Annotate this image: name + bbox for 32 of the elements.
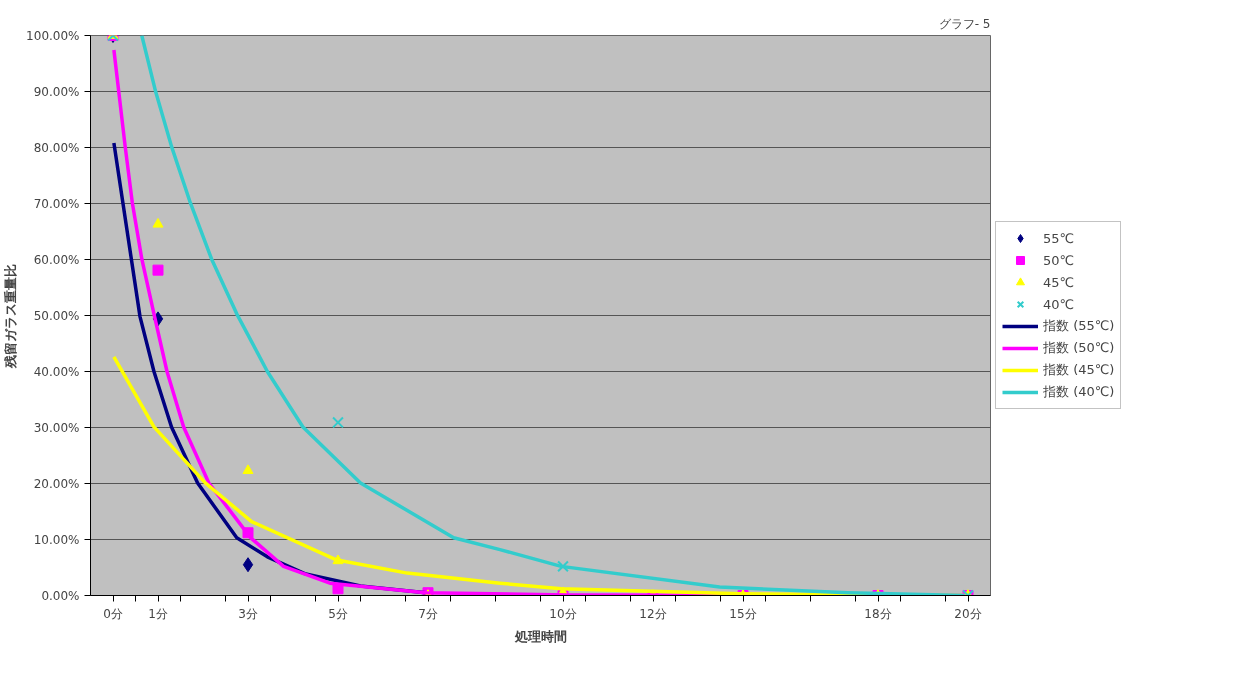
legend-label: 指数 (40℃) bbox=[1043, 383, 1115, 401]
x-tick-label: 20分 bbox=[954, 606, 982, 621]
legend-label: 40℃ bbox=[1043, 296, 1075, 312]
x-tick-label: 18分 bbox=[864, 606, 892, 621]
y-tick-label: 70.00% bbox=[33, 196, 80, 211]
x-tick-label: 15分 bbox=[729, 606, 757, 621]
y-tick-label: 40.00% bbox=[33, 364, 80, 379]
x-tick-label: 3分 bbox=[238, 606, 258, 621]
y-tick-label: 10.00% bbox=[33, 532, 80, 547]
y-tick-label: 0.00% bbox=[41, 588, 80, 603]
y-tick-label: 80.00% bbox=[33, 140, 80, 155]
x-tick-label: 10分 bbox=[549, 606, 577, 621]
y-tick-label: 30.00% bbox=[33, 420, 80, 435]
y-tick-label: 50.00% bbox=[33, 308, 80, 323]
y-tick-label: 90.00% bbox=[33, 84, 80, 99]
legend-label: 55℃ bbox=[1043, 230, 1075, 246]
chart-title: グラフ- 5 bbox=[938, 16, 991, 31]
x-tick-label: 0分 bbox=[103, 606, 123, 621]
x-tick-label: 7分 bbox=[418, 606, 438, 621]
legend-label: 50℃ bbox=[1043, 252, 1075, 268]
x-tick-label: 5分 bbox=[328, 606, 348, 621]
y-tick-label: 60.00% bbox=[33, 252, 80, 267]
x-axis-title: 処理時間 bbox=[513, 628, 567, 644]
y-tick-label: 20.00% bbox=[33, 476, 80, 491]
legend-label: 指数 (55℃) bbox=[1043, 317, 1115, 335]
legend-label: 45℃ bbox=[1043, 274, 1075, 290]
legend-label: 指数 (45℃) bbox=[1043, 361, 1115, 379]
y-tick-label: 100.00% bbox=[26, 28, 80, 43]
x-tick-label: 12分 bbox=[639, 606, 667, 621]
legend-label: 指数 (50℃) bbox=[1043, 339, 1115, 357]
y-axis-title: 残留ガラス重量比 bbox=[3, 263, 19, 369]
x-tick-label: 1分 bbox=[148, 606, 168, 621]
